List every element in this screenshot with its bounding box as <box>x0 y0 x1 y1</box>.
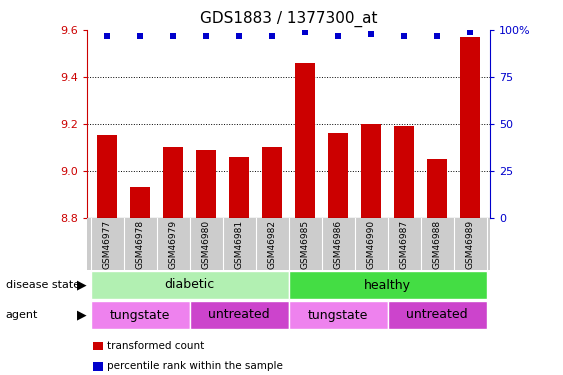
Bar <box>394 126 414 218</box>
Point <box>136 33 145 39</box>
Text: GSM46978: GSM46978 <box>136 220 145 269</box>
Text: diabetic: diabetic <box>164 279 215 291</box>
Text: untreated: untreated <box>208 309 270 321</box>
Point <box>168 33 177 39</box>
Point <box>432 33 441 39</box>
Text: tungstate: tungstate <box>110 309 170 321</box>
Point <box>301 29 310 35</box>
Bar <box>361 124 381 218</box>
Text: untreated: untreated <box>406 309 468 321</box>
Bar <box>229 157 249 218</box>
Bar <box>163 147 183 218</box>
Text: GSM46988: GSM46988 <box>432 220 441 269</box>
Bar <box>460 37 480 218</box>
FancyBboxPatch shape <box>190 301 289 329</box>
Text: percentile rank within the sample: percentile rank within the sample <box>107 362 283 371</box>
Text: GSM46979: GSM46979 <box>168 220 177 269</box>
FancyBboxPatch shape <box>91 271 289 299</box>
Point <box>102 33 111 39</box>
Text: GSM46987: GSM46987 <box>400 220 409 269</box>
Point <box>400 33 409 39</box>
Point <box>235 33 244 39</box>
Bar <box>130 187 150 218</box>
Title: GDS1883 / 1377300_at: GDS1883 / 1377300_at <box>200 11 377 27</box>
Point <box>333 33 342 39</box>
Text: GSM46986: GSM46986 <box>333 220 342 269</box>
Text: GSM46990: GSM46990 <box>367 220 376 269</box>
Text: ▶: ▶ <box>77 309 87 321</box>
Text: GSM46977: GSM46977 <box>102 220 111 269</box>
FancyBboxPatch shape <box>91 301 190 329</box>
Bar <box>97 135 117 218</box>
Bar <box>262 147 282 218</box>
Text: GSM46981: GSM46981 <box>235 220 244 269</box>
Text: GSM46980: GSM46980 <box>202 220 211 269</box>
Text: tungstate: tungstate <box>308 309 368 321</box>
Text: GSM46989: GSM46989 <box>466 220 475 269</box>
Bar <box>427 159 447 218</box>
Text: GSM46982: GSM46982 <box>267 220 276 269</box>
Text: agent: agent <box>6 310 38 320</box>
Point <box>202 33 211 39</box>
FancyBboxPatch shape <box>289 271 486 299</box>
Text: transformed count: transformed count <box>107 341 204 351</box>
Text: ▶: ▶ <box>77 279 87 291</box>
Text: disease state: disease state <box>6 280 80 290</box>
Point <box>466 29 475 35</box>
FancyBboxPatch shape <box>387 301 486 329</box>
Bar <box>295 63 315 217</box>
Bar <box>196 150 216 217</box>
FancyBboxPatch shape <box>289 301 387 329</box>
Bar <box>328 133 348 218</box>
Text: GSM46985: GSM46985 <box>301 220 310 269</box>
Text: healthy: healthy <box>364 279 411 291</box>
Point <box>267 33 276 39</box>
Point <box>367 31 376 37</box>
